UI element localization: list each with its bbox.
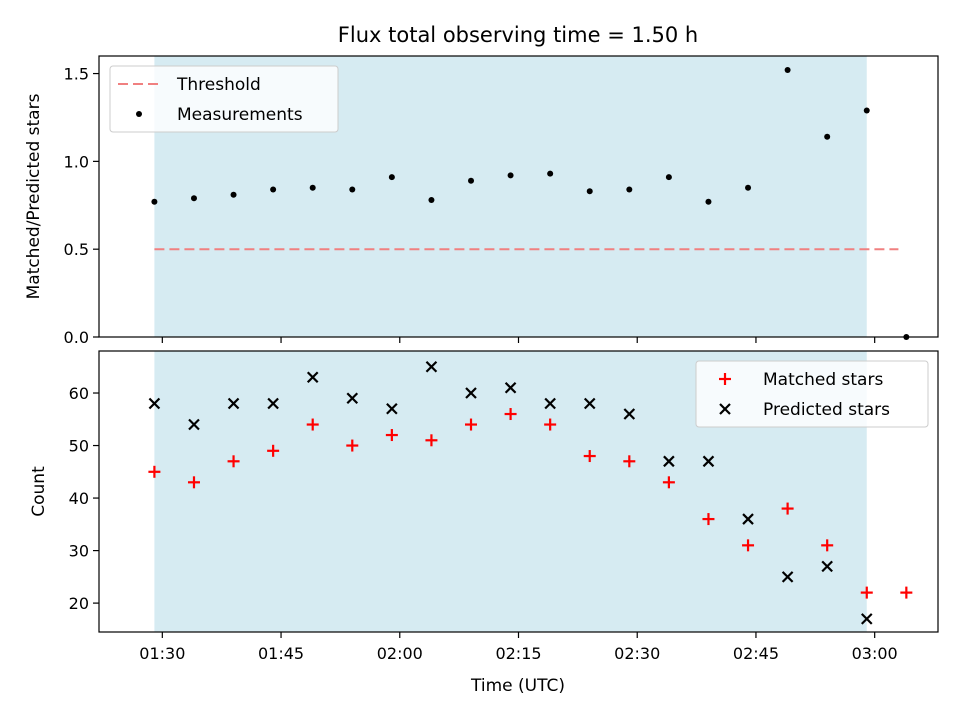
- predicted-stars-point: [425, 360, 438, 373]
- matched-stars-point: [187, 476, 200, 489]
- matched-stars-point: [623, 455, 636, 468]
- measurement-point: [388, 174, 395, 181]
- measurement-point: [151, 198, 158, 205]
- matched-stars-point: [781, 502, 794, 515]
- matched-stars-point: [583, 450, 596, 463]
- count-y-tick-label: 60: [69, 384, 89, 403]
- count-y-ticks: 20 30 40 50 60: [69, 384, 99, 613]
- matched-stars-point: [662, 476, 675, 489]
- measurement-point: [745, 184, 752, 191]
- count-legend-box: [695, 360, 929, 428]
- count-y-tick-label: 30: [69, 542, 89, 561]
- count-x-ticks: 01:30 01:45 02:00 02:15 02:30 02:45 03:00: [139, 632, 898, 663]
- measurement-point: [547, 170, 554, 177]
- predicted-stars-point: [623, 408, 636, 420]
- predicted-stars-point: [188, 418, 200, 431]
- matched-stars-point: [544, 418, 557, 431]
- legend-predicted-label: Predicted stars: [763, 400, 890, 420]
- measurement-point: [824, 133, 831, 140]
- matched-stars-point: [742, 539, 755, 552]
- matched-stars-point: [227, 455, 240, 468]
- measurement-point: [626, 186, 633, 193]
- predicted-stars-point: [504, 381, 517, 394]
- measurement-point: [349, 186, 356, 193]
- legend-predicted-swatch: [719, 403, 731, 415]
- chart-title: Flux total observing time = 1.50 h: [338, 23, 698, 47]
- measurement-point: [428, 197, 435, 204]
- measurement-point: [190, 195, 197, 202]
- matched-stars-point: [465, 418, 478, 431]
- predicted-stars-point: [781, 571, 794, 583]
- ratio-y-tick-label: 1.5: [64, 65, 89, 84]
- measurement-point: [586, 188, 593, 195]
- legend-measurements-swatch: [136, 111, 142, 117]
- x-axis-label: Time (UTC): [470, 676, 565, 696]
- predicted-stars-point: [306, 371, 319, 384]
- x-tick-label: 01:30: [139, 644, 185, 663]
- ratio-y-tick-label: 0.5: [64, 240, 89, 259]
- matched-stars-point: [425, 434, 438, 447]
- measurement-points: [151, 67, 910, 340]
- legend-matched-label: Matched stars: [763, 370, 883, 390]
- measurement-point: [705, 198, 712, 205]
- measurement-point: [665, 174, 672, 181]
- matched-stars-point: [306, 418, 319, 431]
- ratio-legend-box: [109, 65, 339, 133]
- x-tick-label: 02:00: [377, 644, 423, 663]
- count-panel: 20 30 40 50 60 01:30 01:45 02:00 02:15 02:30 02:4…: [29, 350, 939, 696]
- matched-stars-point: [702, 513, 715, 526]
- matched-stars-point: [504, 408, 517, 421]
- measurement-point: [507, 172, 514, 179]
- count-legend: Matched stars Predicted stars: [695, 360, 929, 428]
- matched-stars-point: [860, 586, 873, 599]
- predicted-stars-point: [663, 455, 675, 468]
- predicted-stars-point: [860, 613, 873, 625]
- x-tick-label: 02:45: [733, 644, 779, 663]
- measurement-point: [468, 177, 475, 184]
- matched-stars-point: [821, 539, 834, 552]
- ratio-y-ticks: 0.0 0.5 1.0 1.5: [64, 65, 99, 347]
- ratio-y-axis-label: Matched/Predicted stars: [24, 93, 44, 299]
- matched-stars-point: [267, 444, 280, 457]
- x-tick-label: 03:00: [852, 644, 898, 663]
- measurement-point: [784, 67, 791, 74]
- x-tick-label: 01:45: [258, 644, 304, 663]
- count-points: [148, 360, 913, 625]
- ratio-y-tick-label: 0.0: [64, 328, 89, 347]
- predicted-stars-point: [544, 397, 556, 410]
- predicted-stars-point: [267, 397, 279, 410]
- measurement-point: [309, 184, 316, 191]
- matched-stars-point: [385, 429, 398, 442]
- legend-measurements-label: Measurements: [177, 105, 303, 125]
- count-y-axis-label: Count: [29, 466, 49, 517]
- legend-matched-swatch: [719, 373, 731, 385]
- predicted-stars-point: [465, 387, 477, 399]
- predicted-stars-point: [227, 397, 240, 410]
- ratio-panel: 0.0 0.5 1.0 1.5 Matched/Predicted stars Thr…: [24, 55, 939, 347]
- ratio-y-tick-label: 1.0: [64, 152, 89, 171]
- ratio-legend: Threshold Measurements: [109, 65, 339, 133]
- count-y-tick-label: 50: [69, 437, 89, 456]
- ratio-x-ticks: [161, 337, 876, 343]
- predicted-stars-point: [702, 455, 715, 468]
- x-tick-label: 02:30: [614, 644, 660, 663]
- measurement-point: [270, 186, 277, 193]
- predicted-stars-point: [346, 392, 359, 405]
- predicted-stars-point: [583, 397, 596, 410]
- measurement-point: [863, 107, 870, 114]
- predicted-stars-point: [742, 513, 754, 525]
- matched-stars-point: [346, 439, 359, 452]
- count-y-tick-label: 40: [69, 489, 89, 508]
- legend-threshold-label: Threshold: [176, 75, 261, 95]
- measurement-point: [230, 191, 237, 198]
- predicted-stars-point: [821, 560, 833, 573]
- predicted-stars-point: [386, 402, 398, 415]
- count-y-tick-label: 20: [69, 594, 89, 613]
- matched-stars-point: [148, 465, 161, 478]
- matched-stars-point: [900, 586, 913, 599]
- predicted-stars-point: [148, 397, 161, 410]
- x-tick-label: 02:15: [495, 644, 541, 663]
